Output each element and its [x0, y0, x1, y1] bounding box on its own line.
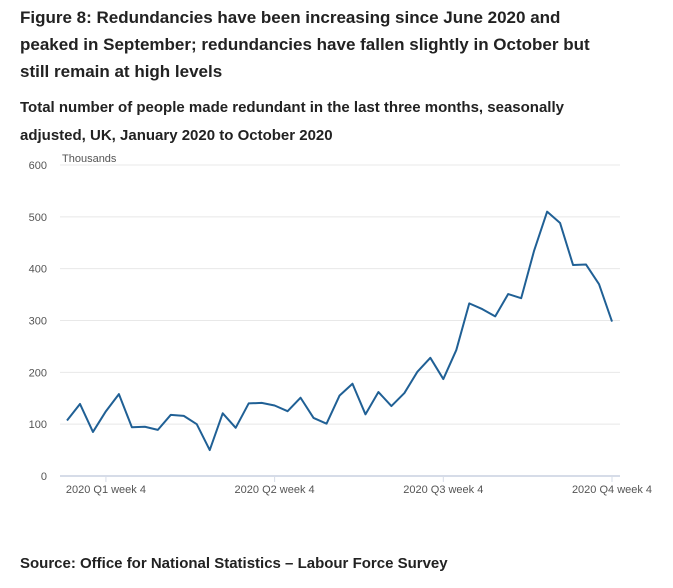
chart-title: Figure 8: Redundancies have been increas… [20, 8, 590, 81]
x-tick-label: 2020 Q4 week 4 [572, 484, 652, 496]
y-tick-label: 0 [41, 471, 47, 483]
y-axis-label: Thousands [62, 153, 117, 165]
y-tick-label: 200 [29, 367, 47, 379]
y-tick-label: 100 [29, 419, 47, 431]
x-tick-label: 2020 Q1 week 4 [66, 484, 146, 496]
source-note: Source: Office for National Statistics –… [20, 555, 448, 572]
y-tick-label: 400 [29, 264, 47, 276]
x-tick-label: 2020 Q2 week 4 [235, 484, 315, 496]
series-line [66, 210, 613, 452]
y-tick-label: 300 [29, 316, 47, 328]
chart-subtitle: Total number of people made redundant in… [20, 99, 564, 144]
x-tick-label: 2020 Q3 week 4 [403, 484, 483, 496]
y-tick-label: 600 [29, 160, 47, 172]
y-tick-label: 500 [29, 212, 47, 224]
